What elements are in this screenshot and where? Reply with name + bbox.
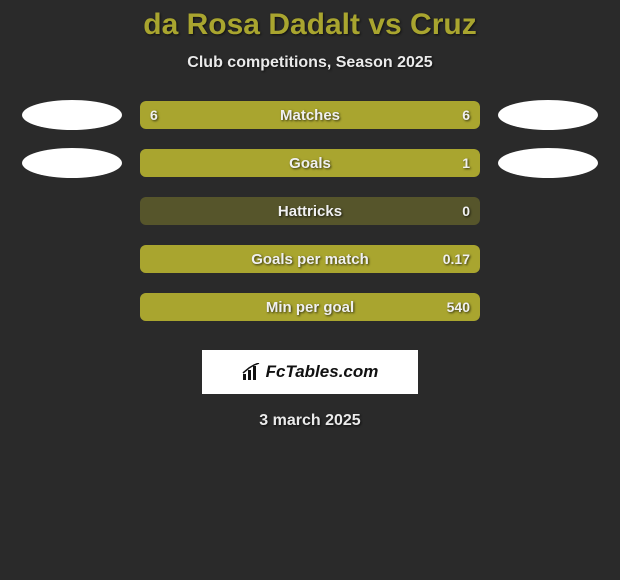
stat-value-right: 1 <box>462 149 470 177</box>
watermark-logo: FcTables.com <box>202 350 418 394</box>
stat-bar: Goals1 <box>140 149 480 177</box>
avatar-spacer <box>498 244 598 274</box>
player-avatar-left <box>22 148 122 178</box>
player-avatar-right <box>498 100 598 130</box>
stat-bar: Min per goal540 <box>140 293 480 321</box>
bar-chart-icon <box>242 363 262 381</box>
player-avatar-right <box>498 148 598 178</box>
date-label: 3 march 2025 <box>0 412 620 430</box>
avatar-spacer <box>22 196 122 226</box>
stat-row: Goals1 <box>0 148 620 178</box>
stat-value-right: 540 <box>447 293 470 321</box>
stat-bar: Hattricks0 <box>140 197 480 225</box>
logo-text: FcTables.com <box>266 362 379 382</box>
stat-value-right: 0 <box>462 197 470 225</box>
subtitle: Club competitions, Season 2025 <box>0 54 620 72</box>
player-avatar-left <box>22 100 122 130</box>
stat-row: Goals per match0.17 <box>0 244 620 274</box>
stat-label: Min per goal <box>140 293 480 321</box>
stat-rows: 6Matches6 Goals1 Hattricks0 Goals per match… <box>0 100 620 322</box>
stat-value-right: 0.17 <box>443 245 470 273</box>
avatar-spacer <box>22 292 122 322</box>
avatar-spacer <box>22 244 122 274</box>
stat-label: Goals per match <box>140 245 480 273</box>
stat-row: 6Matches6 <box>0 100 620 130</box>
avatar-spacer <box>498 196 598 226</box>
stat-bar: Goals per match0.17 <box>140 245 480 273</box>
avatar-spacer <box>498 292 598 322</box>
stat-bar: 6Matches6 <box>140 101 480 129</box>
stat-label: Matches <box>140 101 480 129</box>
stat-value-right: 6 <box>462 101 470 129</box>
stat-label: Goals <box>140 149 480 177</box>
page-title: da Rosa Dadalt vs Cruz <box>0 8 620 42</box>
stat-row: Min per goal540 <box>0 292 620 322</box>
stat-row: Hattricks0 <box>0 196 620 226</box>
stat-label: Hattricks <box>140 197 480 225</box>
comparison-card: da Rosa Dadalt vs Cruz Club competitions… <box>0 0 620 430</box>
